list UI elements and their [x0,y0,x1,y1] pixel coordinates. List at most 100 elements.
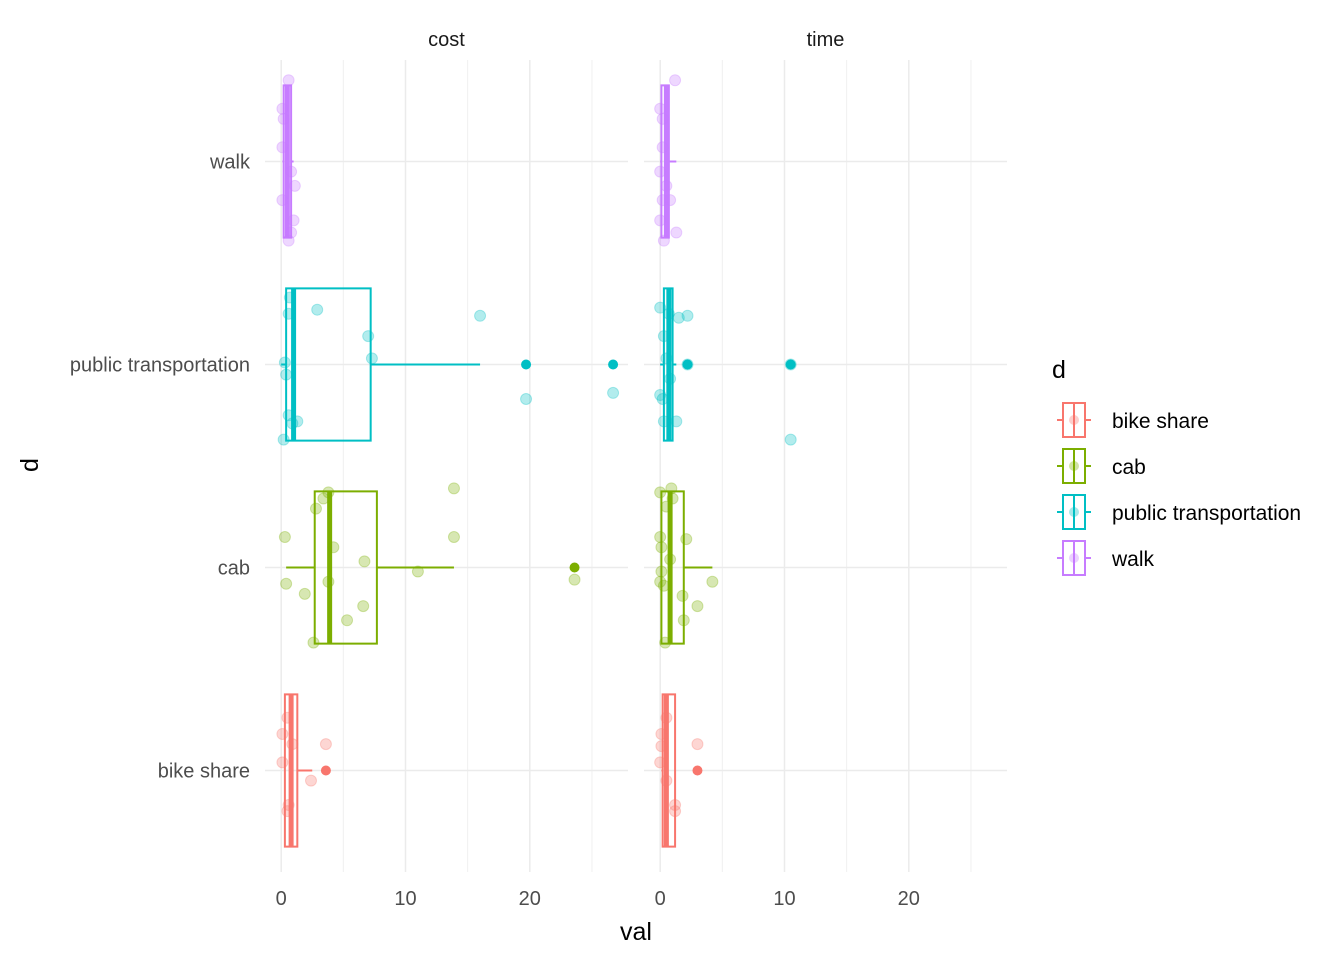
jitter-point [411,565,424,578]
jitter-point [568,573,581,586]
jitter-point [657,579,670,592]
boxplot-time-public-transportation [654,287,797,446]
jitter-point [307,636,320,649]
jitter-point [676,589,689,602]
jitter-point [319,738,332,751]
boxplot-cost-public-transportation [277,287,620,446]
legend-title: d [1052,356,1066,384]
legend-point [1069,553,1079,563]
outlier-point [608,359,619,370]
jitter-point [358,555,371,568]
jitter-point [669,74,682,87]
legend-label: public transportation [1112,502,1301,525]
jitter-point [447,531,460,544]
boxplot-time-cab [654,482,719,649]
outlier-point [521,359,532,370]
jitter-point [670,226,683,239]
jitter-point [474,309,487,322]
jitter-point [654,102,667,115]
y-tick-label: walk [209,152,251,174]
jitter-point [276,727,289,740]
jitter-point [281,805,294,818]
jitter-point [681,358,694,371]
jitter-point [660,711,673,724]
y-tick-label: bike share [158,761,250,783]
legend-point [1069,461,1079,471]
jitter-point [607,386,620,399]
jitter-point [654,486,667,499]
jitter-point [784,433,797,446]
jitter-point [277,433,290,446]
legend-key-bike-share [1057,402,1091,438]
jitter-point [784,358,797,371]
box [313,490,378,645]
jitter-point [654,301,667,314]
jitter-point [276,141,289,154]
jitter-point [681,309,694,322]
jitter-point [282,234,295,247]
jitter-point [282,74,295,87]
jitter-point [654,575,667,588]
jitter-point [655,541,668,554]
jitter-point [659,636,672,649]
boxplot-time-bike-share [654,693,704,848]
jitter-point [282,409,295,422]
legend-label: walk [1111,548,1155,571]
x-tick-label: 10 [773,888,795,910]
legend-key-walk [1057,540,1091,576]
jitter-point [691,738,704,751]
jitter-point [278,531,291,544]
jitter-point [654,214,667,227]
jitter-point [664,194,677,207]
jitter-point [669,805,682,818]
y-axis-title: d [16,458,44,472]
jitter-point [654,388,667,401]
outlier-point [320,765,331,776]
label-layer: 0 10 20 cost 0 10 20 time bike share cab public tr… [70,29,920,910]
jitter-point [665,482,678,495]
jitter-point [281,711,294,724]
jitter-point [283,291,296,304]
jitter-point [656,112,669,125]
x-tick-label: 20 [519,888,541,910]
jitter-point [276,756,289,769]
jitter-point [660,774,673,787]
jitter-point [660,179,673,192]
jitter-point [670,415,683,428]
jitter-point [285,165,298,178]
jitter-point [657,330,670,343]
outlier-point [682,359,693,370]
x-tick-label: 0 [276,888,287,910]
jitter-point [654,165,667,178]
legend-point [1069,415,1079,425]
jitter-point [304,774,317,787]
jitter-point [706,575,719,588]
outlier-point [785,359,796,370]
boxplot-cost-cab [278,482,581,649]
jitter-point [277,112,290,125]
y-tick-label: cab [218,558,250,580]
jitter-point [666,492,679,505]
jitter-point [691,600,704,613]
legend-key-cab [1057,448,1091,484]
jitter-point [286,738,299,751]
jitter-point [276,194,289,207]
legend-label: bike share [1112,410,1209,433]
jitter-point [341,614,354,627]
jitter-point [654,531,667,544]
jitter-point [655,565,668,578]
jitter-point [669,799,682,812]
jitter-point [657,415,670,428]
x-axis-title: val [620,918,652,946]
jitter-point [520,393,533,406]
jitter-point [655,740,668,753]
jitter-point [655,727,668,740]
jitter-point [677,614,690,627]
jitter-point [680,533,693,546]
x-tick-label: 20 [898,888,920,910]
jitter-point [317,492,330,505]
outlier-point [692,765,703,776]
jitter-point [280,577,293,590]
jitter-point [357,600,370,613]
